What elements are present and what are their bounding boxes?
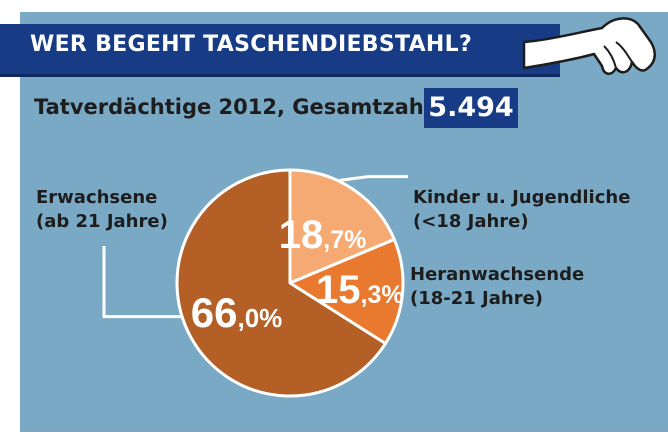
pie-slices	[175, 168, 405, 398]
slice-label-heranwachsende: Heranwachsende (18-21 Jahre)	[410, 263, 584, 311]
leader-lines	[102, 175, 408, 319]
page-title: WER BEGEHT TASCHENDIEBSTAHL?	[30, 32, 473, 57]
leader-line-kinder	[337, 175, 408, 183]
slice-label-kinder: Kinder u. Jugendliche (<18 Jahre)	[413, 186, 630, 234]
slice-label-sub: (18-21 Jahre)	[410, 288, 544, 309]
title-banner	[0, 24, 560, 74]
slice-label-name: Kinder u. Jugendliche	[413, 187, 631, 208]
pie-slice-kinder	[288, 168, 396, 285]
slice-label-sub: (<18 Jahre)	[413, 211, 529, 232]
percent-labels: 18,7% 15,3% 66,0%	[191, 213, 404, 336]
subtitle: Tatverdächtige 2012, Gesamtzahl:	[34, 95, 440, 119]
slice-label-sub: (ab 21 Jahre)	[36, 211, 168, 232]
pie-slice-erwachsene	[175, 168, 387, 398]
pie-slice-heranwachsende	[288, 237, 405, 346]
hand-icon	[522, 17, 656, 75]
percent-label-kinder: 18,7%	[279, 213, 367, 257]
percent-label-heranwachsende: 15,3%	[316, 268, 404, 312]
slice-label-name: Erwachsene	[36, 187, 158, 208]
leader-line-erwachsene	[102, 246, 183, 319]
percent-label-erwachsene: 66,0%	[191, 289, 283, 336]
slice-label-erwachsene: Erwachsene (ab 21 Jahre)	[36, 186, 168, 234]
slice-label-name: Heranwachsende	[410, 264, 585, 285]
total-count: 5.494	[424, 88, 518, 128]
